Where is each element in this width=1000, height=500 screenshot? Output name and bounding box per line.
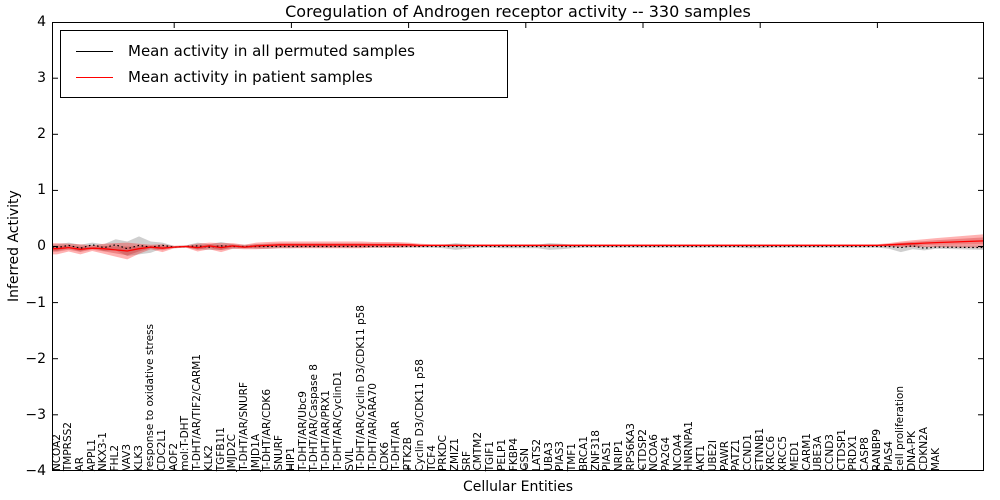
x-category-label: TGIF1	[484, 440, 497, 471]
x-axis-label: Cellular Entities	[462, 479, 574, 495]
x-category-label: BRCA1	[577, 435, 590, 471]
x-category-label: T-DHT/AR/CyclinD1	[331, 371, 344, 471]
x-category-label: CTNNB1	[753, 427, 766, 471]
x-category-label: ZMIZ1	[448, 437, 461, 471]
x-category-label: SVIL	[343, 448, 356, 471]
x-category-label: GSN	[519, 448, 532, 471]
y-tick-label: −1	[25, 294, 46, 311]
x-category-label: cell proliferation	[894, 385, 907, 471]
x-category-label: PIAS3	[554, 441, 567, 471]
y-tick-label: −3	[25, 406, 46, 423]
x-category-label: RANBP9	[870, 428, 883, 471]
x-category-label: CTDSP2	[636, 429, 649, 471]
x-category-label: TMPRSS2	[62, 421, 75, 471]
x-category-label: RPS6KA3	[624, 423, 637, 471]
x-category-label: AR	[73, 456, 86, 471]
x-category-label: CARM1	[800, 433, 813, 471]
y-tick-label: −2	[25, 350, 46, 367]
x-category-label: SRF	[460, 450, 473, 471]
legend-item-patient: Mean activity in patient samples	[76, 64, 507, 90]
x-category-label: AKT1	[695, 444, 708, 471]
x-category-label: T-DHT/AR/Caspase 8	[308, 363, 321, 471]
x-category-label: TCF4	[425, 445, 438, 471]
x-category-label: SNURF	[273, 435, 286, 471]
x-category-label: TGFB1I1	[214, 426, 227, 471]
y-tick-label: 3	[37, 70, 46, 87]
x-category-label: UBA3	[542, 442, 555, 471]
x-category-label: JMJD2C	[226, 433, 239, 471]
x-category-label: PAWR	[718, 441, 731, 471]
x-category-label: PTK2B	[402, 437, 415, 471]
legend-label-permuted: Mean activity in all permuted samples	[128, 42, 415, 60]
plot-area	[52, 22, 984, 471]
x-category-label: CDKN2A	[917, 426, 930, 471]
x-category-label: CTDSP1	[835, 429, 848, 471]
x-category-label: ZNF318	[589, 429, 602, 471]
x-category-label: TMF1	[566, 442, 579, 471]
x-category-label: NCOA2	[50, 433, 63, 471]
x-category-label: CCND1	[741, 433, 754, 471]
x-category-label: HIP1	[284, 446, 297, 471]
x-category-label: PA2G4	[659, 436, 672, 471]
legend-item-permuted: Mean activity in all permuted samples	[76, 38, 507, 64]
x-category-label: T-DHT/AR/Ubc9	[296, 391, 309, 471]
x-category-label: VAV3	[120, 444, 133, 471]
x-category-label: T-DHT/AR/PRX1	[320, 390, 333, 471]
x-category-label: CASP8	[859, 436, 872, 471]
x-category-label: MED1	[788, 440, 801, 471]
x-category-label: XRCC5	[777, 435, 790, 471]
x-category-label: PRDX1	[847, 435, 860, 471]
x-category-label: PIAS1	[601, 441, 614, 471]
chart-title: Coregulation of Androgen receptor activi…	[285, 2, 751, 21]
y-tick-label: 1	[37, 182, 46, 199]
x-category-label: UBE3A	[812, 435, 825, 471]
x-category-label: UBE2I	[706, 439, 719, 471]
x-category-label: KLK2	[202, 444, 215, 471]
x-category-label: Cyclin D3/CDK11 p58	[413, 358, 426, 471]
permuted-std-band	[52, 236, 984, 256]
x-category-label: CMTM2	[472, 432, 485, 471]
y-tick-label: 0	[37, 238, 46, 255]
x-category-label: PRKDC	[437, 435, 450, 471]
x-category-label: LATS2	[531, 438, 544, 471]
legend-label-patient: Mean activity in patient samples	[128, 68, 373, 86]
x-category-label: CDC2L1	[155, 429, 168, 471]
x-category-label: MAK	[929, 447, 942, 471]
x-category-label: T-DHT/AR	[390, 421, 403, 471]
patient-mean-line	[52, 240, 984, 252]
x-category-label: PIAS4	[882, 441, 895, 471]
x-category-label: NCOA6	[648, 433, 661, 471]
legend-line-patient-icon	[76, 76, 113, 78]
permuted-mean-line	[52, 244, 984, 250]
x-category-label: T-DHT/AR/CDK6	[261, 388, 274, 471]
x-category-label: HNRNPA1	[683, 420, 696, 471]
y-tick-label: −4	[25, 462, 46, 479]
x-category-label: T-DHT/AR/Cyclin D3/CDK11 p58	[355, 305, 368, 471]
x-category-label: NRIP1	[613, 439, 626, 471]
x-category-label: PATZ1	[730, 438, 743, 471]
x-category-label: AOF2	[167, 443, 180, 471]
x-category-label: CDK6	[378, 442, 391, 471]
x-category-label: T-DHT/AR/ARA70	[366, 383, 379, 471]
x-category-label: FHL2	[109, 444, 122, 471]
x-category-label: T-DHT/AR/TIF2/CARM1	[191, 354, 204, 471]
x-category-label: CCND3	[824, 433, 837, 471]
y-tick-label: 2	[37, 126, 46, 143]
x-category-label: NKX3-1	[97, 431, 110, 471]
x-category-label: T-DHT/AR/SNURF	[238, 382, 251, 471]
x-category-label: JMJD1A	[249, 433, 262, 471]
x-category-label: XRCC6	[765, 435, 778, 471]
x-category-label: KLK3	[132, 444, 145, 471]
legend-line-permuted-icon	[76, 50, 113, 52]
x-category-label: DNA-PK	[906, 431, 919, 471]
x-category-label: NCOA4	[671, 433, 684, 471]
x-category-label: PELP1	[495, 439, 508, 471]
x-category-label: FKBP4	[507, 437, 520, 471]
legend: Mean activity in all permuted samples Me…	[60, 30, 508, 98]
x-category-label: APPL1	[85, 438, 98, 471]
x-category-label: mol:T-DHT	[179, 416, 192, 471]
y-tick-label: 4	[37, 14, 46, 30]
x-category-label: response to oxidative stress	[144, 323, 157, 471]
